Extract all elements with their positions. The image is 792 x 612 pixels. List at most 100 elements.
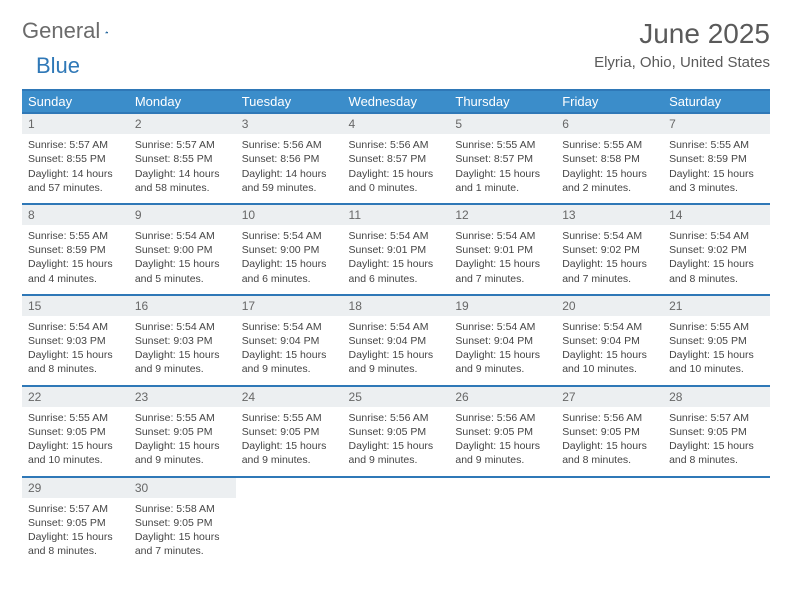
day-sunrise: Sunrise: 5:55 AM	[669, 320, 764, 334]
day-sunrise: Sunrise: 5:54 AM	[455, 229, 550, 243]
week-daynum-row: 891011121314	[22, 204, 770, 226]
day-number-cell: 2	[129, 113, 236, 135]
day-body-cell: Sunrise: 5:57 AMSunset: 9:05 PMDaylight:…	[663, 407, 770, 476]
day-body-cell: Sunrise: 5:56 AMSunset: 9:05 PMDaylight:…	[556, 407, 663, 476]
week-daynum-row: 15161718192021	[22, 295, 770, 317]
day-number-cell: 7	[663, 113, 770, 135]
day-sunset: Sunset: 8:58 PM	[562, 152, 657, 166]
day-body-cell: Sunrise: 5:54 AMSunset: 9:00 PMDaylight:…	[236, 226, 343, 295]
day-sunrise: Sunrise: 5:54 AM	[135, 320, 230, 334]
day-number-cell: 8	[22, 204, 129, 226]
day-d2: and 7 minutes.	[562, 272, 657, 286]
day-d2: and 9 minutes.	[135, 362, 230, 376]
day-header-row: Sunday Monday Tuesday Wednesday Thursday…	[22, 90, 770, 113]
day-number-cell: 4	[343, 113, 450, 135]
day-sunset: Sunset: 9:05 PM	[669, 425, 764, 439]
day-sunset: Sunset: 8:57 PM	[349, 152, 444, 166]
day-number-cell: 16	[129, 295, 236, 317]
day-sunrise: Sunrise: 5:58 AM	[135, 502, 230, 516]
day-sunset: Sunset: 9:03 PM	[28, 334, 123, 348]
day-sunset: Sunset: 8:55 PM	[28, 152, 123, 166]
day-body-cell: Sunrise: 5:54 AMSunset: 9:02 PMDaylight:…	[663, 226, 770, 295]
day-sunrise: Sunrise: 5:56 AM	[349, 411, 444, 425]
day-body-cell: Sunrise: 5:57 AMSunset: 8:55 PMDaylight:…	[129, 135, 236, 204]
month-title: June 2025	[594, 18, 770, 50]
location-text: Elyria, Ohio, United States	[594, 54, 770, 71]
day-body-cell: Sunrise: 5:54 AMSunset: 9:04 PMDaylight:…	[343, 316, 450, 385]
day-d2: and 8 minutes.	[669, 453, 764, 467]
day-d1: Daylight: 15 hours	[349, 439, 444, 453]
day-sunrise: Sunrise: 5:57 AM	[135, 138, 230, 152]
day-body-cell: Sunrise: 5:54 AMSunset: 9:04 PMDaylight:…	[556, 316, 663, 385]
logo: General	[22, 18, 127, 44]
day-number-cell: 20	[556, 295, 663, 317]
day-sunset: Sunset: 9:01 PM	[455, 243, 550, 257]
logo-word-blue: Blue	[36, 53, 80, 79]
week-daybody-row: Sunrise: 5:57 AM Sunset: 8:55 PM Daylight:…	[22, 135, 770, 204]
day-header: Tuesday	[236, 90, 343, 113]
day-d1: Daylight: 15 hours	[562, 348, 657, 362]
day-sunset: Sunset: 8:57 PM	[455, 152, 550, 166]
day-number-cell: 6	[556, 113, 663, 135]
week-daynum-row: 2930	[22, 477, 770, 499]
day-number-cell: 21	[663, 295, 770, 317]
day-d1: Daylight: 15 hours	[349, 167, 444, 181]
week-daybody-row: Sunrise: 5:55 AMSunset: 9:05 PMDaylight:…	[22, 407, 770, 476]
day-body-cell: Sunrise: 5:55 AMSunset: 9:05 PMDaylight:…	[129, 407, 236, 476]
day-sunset: Sunset: 9:04 PM	[349, 334, 444, 348]
day-d2: and 57 minutes.	[28, 181, 123, 195]
day-sunset: Sunset: 9:05 PM	[669, 334, 764, 348]
day-d1: Daylight: 15 hours	[135, 530, 230, 544]
day-sunrise: Sunrise: 5:55 AM	[135, 411, 230, 425]
day-sunrise: Sunrise: 5:54 AM	[669, 229, 764, 243]
day-number-cell: 3	[236, 113, 343, 135]
day-d1: Daylight: 15 hours	[28, 439, 123, 453]
day-d1: Daylight: 15 hours	[455, 167, 550, 181]
day-sunrise: Sunrise: 5:56 AM	[562, 411, 657, 425]
day-d2: and 10 minutes.	[28, 453, 123, 467]
day-sunset: Sunset: 9:05 PM	[455, 425, 550, 439]
day-number-cell: 29	[22, 477, 129, 499]
day-sunset: Sunset: 9:00 PM	[242, 243, 337, 257]
day-d1: Daylight: 14 hours	[135, 167, 230, 181]
day-d2: and 1 minute.	[455, 181, 550, 195]
day-header: Friday	[556, 90, 663, 113]
day-body-cell: Sunrise: 5:56 AMSunset: 8:56 PMDaylight:…	[236, 135, 343, 204]
day-body-cell: Sunrise: 5:57 AMSunset: 8:55 PMDaylight:…	[22, 135, 129, 204]
day-number-cell: 11	[343, 204, 450, 226]
day-header: Sunday	[22, 90, 129, 113]
day-body-cell	[236, 498, 343, 566]
day-number-cell: 26	[449, 386, 556, 408]
day-d2: and 0 minutes.	[349, 181, 444, 195]
day-sunset: Sunset: 9:04 PM	[455, 334, 550, 348]
day-sunset: Sunset: 9:05 PM	[28, 516, 123, 530]
day-number-cell	[343, 477, 450, 499]
day-sunset: Sunset: 9:01 PM	[349, 243, 444, 257]
day-d2: and 59 minutes.	[242, 181, 337, 195]
day-d1: Daylight: 15 hours	[28, 348, 123, 362]
day-d1: Daylight: 15 hours	[455, 439, 550, 453]
day-sunrise: Sunrise: 5:54 AM	[349, 229, 444, 243]
day-number-cell: 17	[236, 295, 343, 317]
day-body-cell: Sunrise: 5:54 AMSunset: 9:00 PMDaylight:…	[129, 226, 236, 295]
day-sunrise: Sunrise: 5:54 AM	[562, 320, 657, 334]
day-sunrise: Sunrise: 5:57 AM	[669, 411, 764, 425]
day-d1: Daylight: 15 hours	[669, 439, 764, 453]
logo-word-general: General	[22, 18, 100, 44]
day-number-cell	[449, 477, 556, 499]
day-number-cell: 14	[663, 204, 770, 226]
day-sunrise: Sunrise: 5:57 AM	[28, 502, 123, 516]
day-number-cell	[236, 477, 343, 499]
day-number-cell: 15	[22, 295, 129, 317]
day-body-cell: Sunrise: 5:54 AMSunset: 9:04 PMDaylight:…	[236, 316, 343, 385]
day-body-cell	[556, 498, 663, 566]
day-body-cell: Sunrise: 5:58 AMSunset: 9:05 PMDaylight:…	[129, 498, 236, 566]
day-d2: and 10 minutes.	[669, 362, 764, 376]
day-sunrise: Sunrise: 5:55 AM	[455, 138, 550, 152]
day-sunset: Sunset: 8:59 PM	[28, 243, 123, 257]
day-header: Thursday	[449, 90, 556, 113]
day-number-cell	[663, 477, 770, 499]
day-d1: Daylight: 15 hours	[135, 439, 230, 453]
day-sunset: Sunset: 9:05 PM	[242, 425, 337, 439]
week-daybody-row: Sunrise: 5:54 AMSunset: 9:03 PMDaylight:…	[22, 316, 770, 385]
